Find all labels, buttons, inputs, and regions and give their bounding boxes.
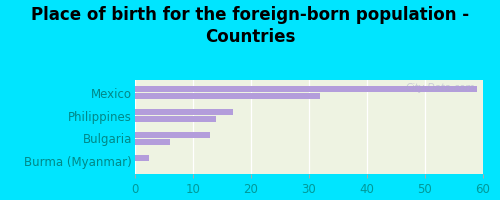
Bar	[135, 155, 150, 161]
Bar	[135, 116, 216, 122]
Bar	[135, 109, 234, 115]
Text: City-Data.com: City-Data.com	[406, 83, 475, 93]
Bar	[135, 139, 170, 145]
Bar	[135, 132, 210, 138]
Bar	[135, 93, 320, 99]
Bar	[135, 86, 476, 92]
Text: Place of birth for the foreign-born population -
Countries: Place of birth for the foreign-born popu…	[31, 6, 469, 46]
